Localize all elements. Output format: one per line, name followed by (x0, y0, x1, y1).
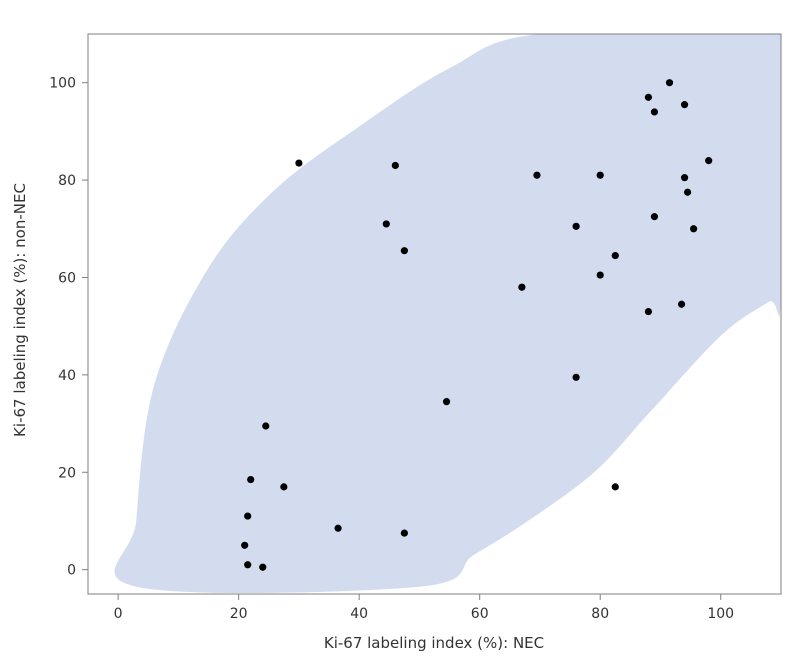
data-point (244, 561, 252, 569)
data-point (244, 512, 252, 520)
density-ellipse-layer (114, 34, 781, 593)
x-tick-label: 60 (471, 606, 489, 622)
y-tick-label: 40 (58, 368, 76, 384)
x-tick-label: 100 (707, 606, 734, 622)
data-point (518, 283, 526, 291)
data-point (400, 247, 408, 255)
y-tick-label: 20 (58, 465, 76, 481)
x-tick-label: 0 (114, 606, 123, 622)
y-tick-label: 0 (67, 563, 76, 579)
data-point (295, 159, 303, 167)
data-point (596, 271, 604, 279)
data-point (442, 398, 451, 406)
y-tick-label: 100 (49, 76, 76, 92)
y-tick-label: 60 (58, 270, 76, 286)
data-point (391, 161, 399, 170)
data-point (650, 213, 659, 221)
y-axis: 0 20 40 60 80 100 (49, 76, 88, 579)
x-axis: 0 20 40 60 80 100 (114, 594, 734, 622)
data-point (677, 300, 686, 308)
data-point (334, 524, 342, 532)
y-tick-label: 80 (58, 173, 76, 189)
data-point (382, 220, 390, 228)
data-point (611, 483, 619, 491)
data-point (690, 225, 698, 233)
y-axis-title: Ki-67 labeling index (%): non-NEC (11, 183, 29, 437)
x-tick-label: 20 (230, 606, 248, 622)
x-axis-title: Ki-67 labeling index (%): NEC (324, 634, 544, 652)
data-point (705, 157, 713, 165)
data-point (665, 79, 674, 87)
data-point (680, 174, 689, 182)
data-point (644, 307, 653, 316)
data-point (572, 373, 580, 381)
data-point (280, 483, 288, 491)
data-point (644, 93, 653, 101)
data-point (533, 171, 541, 179)
x-tick-label: 40 (350, 606, 368, 622)
density-ellipse (114, 34, 781, 593)
data-point (596, 171, 604, 179)
data-point (572, 222, 580, 230)
data-point (262, 422, 270, 430)
data-points (241, 79, 713, 571)
data-point (611, 251, 619, 260)
data-point (259, 563, 267, 571)
data-point (241, 541, 249, 549)
data-point (247, 475, 255, 484)
data-point (400, 529, 408, 537)
plot-frame (87, 33, 782, 595)
data-point (650, 108, 659, 116)
data-point (680, 101, 689, 109)
data-point (683, 188, 692, 196)
x-tick-label: 80 (591, 606, 609, 622)
